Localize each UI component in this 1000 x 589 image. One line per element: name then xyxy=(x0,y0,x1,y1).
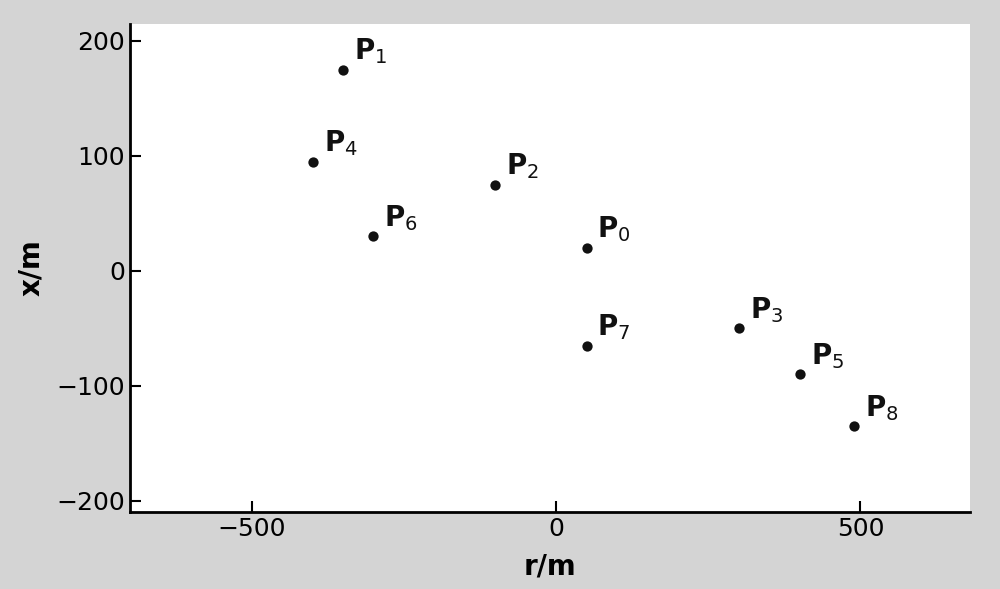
Text: P$_8$: P$_8$ xyxy=(865,393,899,423)
Point xyxy=(305,157,321,166)
X-axis label: r/m: r/m xyxy=(524,552,576,580)
Point xyxy=(579,243,595,253)
Text: P$_4$: P$_4$ xyxy=(324,128,357,158)
Point xyxy=(731,324,747,333)
Point xyxy=(846,422,862,431)
Text: P$_6$: P$_6$ xyxy=(384,203,418,233)
Point xyxy=(365,231,381,241)
Text: P$_1$: P$_1$ xyxy=(354,37,387,66)
Text: P$_0$: P$_0$ xyxy=(597,214,631,244)
Point xyxy=(335,65,351,74)
Text: P$_2$: P$_2$ xyxy=(506,151,539,181)
Point xyxy=(792,370,808,379)
Point xyxy=(579,341,595,350)
Text: P$_3$: P$_3$ xyxy=(750,295,783,325)
Text: P$_5$: P$_5$ xyxy=(811,341,844,371)
Y-axis label: x/m: x/m xyxy=(17,240,45,296)
Text: P$_7$: P$_7$ xyxy=(597,312,631,342)
Point xyxy=(487,180,503,189)
